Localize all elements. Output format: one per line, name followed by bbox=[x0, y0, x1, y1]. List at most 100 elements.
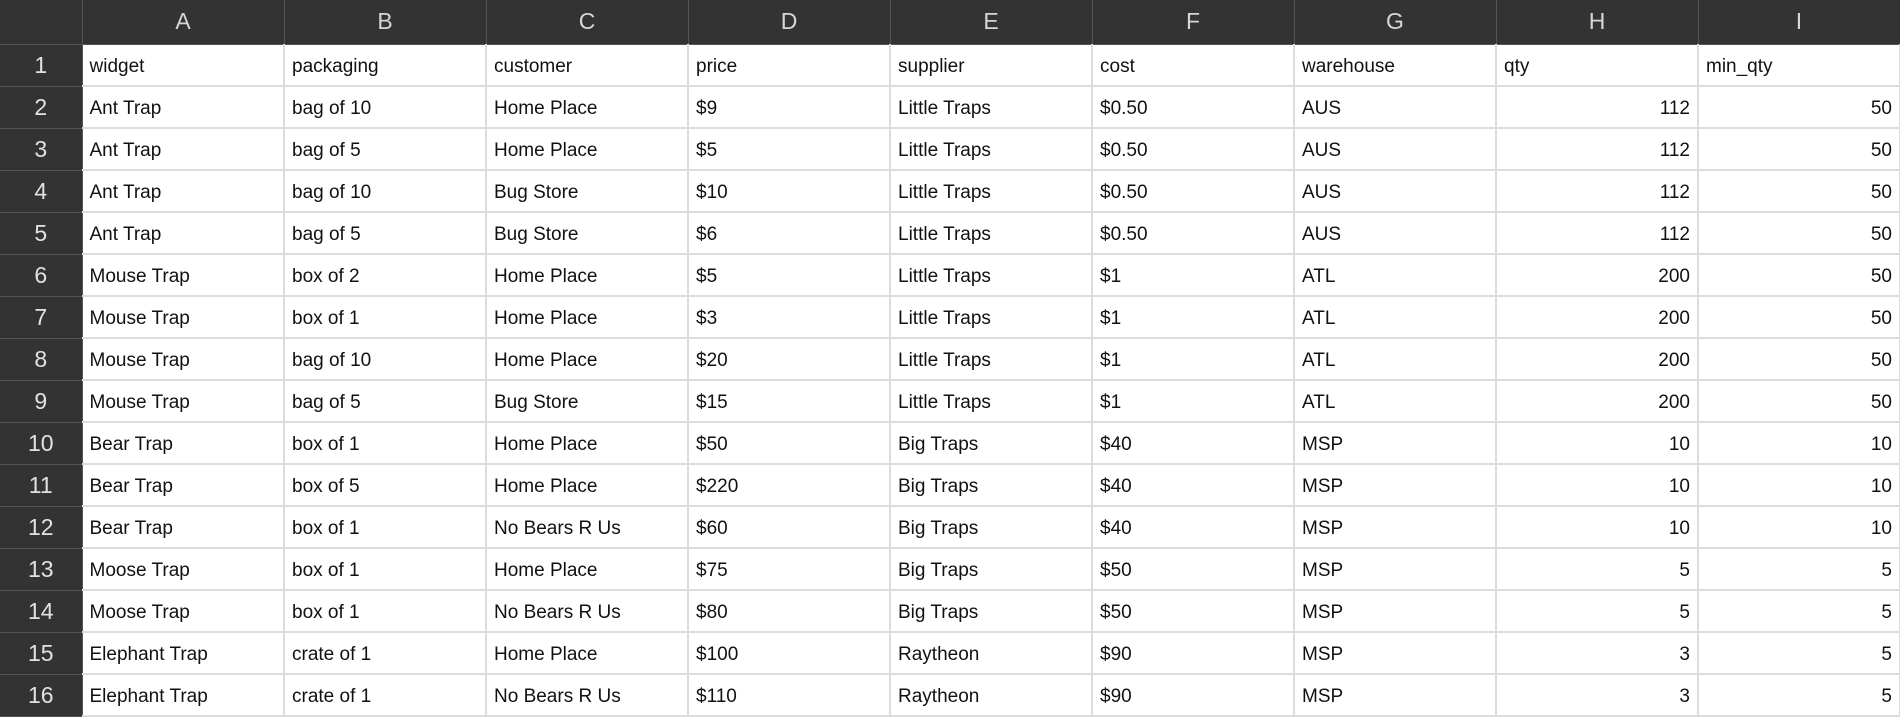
table-cell[interactable]: box of 1 bbox=[284, 548, 487, 591]
table-cell[interactable]: $1 bbox=[1092, 380, 1295, 423]
table-cell[interactable]: $50 bbox=[688, 422, 891, 465]
table-cell[interactable]: $5 bbox=[688, 128, 891, 171]
row-header[interactable]: 10 bbox=[0, 422, 83, 465]
table-cell[interactable]: $40 bbox=[1092, 464, 1295, 507]
row-header[interactable]: 11 bbox=[0, 464, 83, 507]
row-header[interactable]: 12 bbox=[0, 506, 83, 549]
table-cell[interactable]: Raytheon bbox=[890, 632, 1093, 675]
table-cell[interactable]: $0.50 bbox=[1092, 86, 1295, 129]
table-cell[interactable]: 112 bbox=[1496, 212, 1699, 255]
table-cell[interactable]: AUS bbox=[1294, 128, 1497, 171]
table-cell[interactable]: Home Place bbox=[486, 338, 689, 381]
table-cell[interactable]: bag of 5 bbox=[284, 212, 487, 255]
table-cell[interactable]: No Bears R Us bbox=[486, 590, 689, 633]
table-cell[interactable]: Home Place bbox=[486, 86, 689, 129]
table-cell[interactable]: $90 bbox=[1092, 632, 1295, 675]
select-all-corner[interactable] bbox=[0, 0, 83, 45]
table-cell[interactable]: Little Traps bbox=[890, 212, 1093, 255]
table-cell[interactable]: Little Traps bbox=[890, 296, 1093, 339]
table-cell[interactable]: MSP bbox=[1294, 506, 1497, 549]
row-header[interactable]: 6 bbox=[0, 254, 83, 297]
table-cell[interactable]: 200 bbox=[1496, 296, 1699, 339]
table-cell[interactable]: $80 bbox=[688, 590, 891, 633]
table-cell[interactable]: box of 1 bbox=[284, 422, 487, 465]
table-cell[interactable]: $90 bbox=[1092, 674, 1295, 717]
table-cell[interactable]: $0.50 bbox=[1092, 170, 1295, 213]
row-header[interactable]: 8 bbox=[0, 338, 83, 381]
table-cell[interactable]: 50 bbox=[1698, 212, 1900, 255]
table-cell[interactable]: Home Place bbox=[486, 464, 689, 507]
column-header[interactable]: H bbox=[1496, 0, 1699, 45]
table-cell[interactable]: $9 bbox=[688, 86, 891, 129]
row-header[interactable]: 9 bbox=[0, 380, 83, 423]
column-header[interactable]: C bbox=[486, 0, 689, 45]
table-cell[interactable]: $1 bbox=[1092, 338, 1295, 381]
header-cell[interactable]: price bbox=[688, 44, 891, 87]
table-cell[interactable]: Mouse Trap bbox=[82, 338, 285, 381]
table-cell[interactable]: Home Place bbox=[486, 422, 689, 465]
table-cell[interactable]: 5 bbox=[1698, 548, 1900, 591]
table-cell[interactable]: Home Place bbox=[486, 128, 689, 171]
table-cell[interactable]: $220 bbox=[688, 464, 891, 507]
header-cell[interactable]: widget bbox=[82, 44, 285, 87]
table-cell[interactable]: Home Place bbox=[486, 548, 689, 591]
table-cell[interactable]: 50 bbox=[1698, 170, 1900, 213]
header-cell[interactable]: qty bbox=[1496, 44, 1699, 87]
header-cell[interactable]: customer bbox=[486, 44, 689, 87]
table-cell[interactable]: AUS bbox=[1294, 170, 1497, 213]
table-cell[interactable]: ATL bbox=[1294, 254, 1497, 297]
table-cell[interactable]: ATL bbox=[1294, 338, 1497, 381]
table-cell[interactable]: MSP bbox=[1294, 590, 1497, 633]
table-cell[interactable]: Mouse Trap bbox=[82, 254, 285, 297]
table-cell[interactable]: $40 bbox=[1092, 422, 1295, 465]
table-cell[interactable]: $3 bbox=[688, 296, 891, 339]
table-cell[interactable]: ATL bbox=[1294, 296, 1497, 339]
table-cell[interactable]: Moose Trap bbox=[82, 548, 285, 591]
table-cell[interactable]: 10 bbox=[1698, 422, 1900, 465]
table-cell[interactable]: Ant Trap bbox=[82, 128, 285, 171]
table-cell[interactable]: 50 bbox=[1698, 296, 1900, 339]
table-cell[interactable]: 5 bbox=[1496, 590, 1699, 633]
table-cell[interactable]: 112 bbox=[1496, 128, 1699, 171]
header-cell[interactable]: packaging bbox=[284, 44, 487, 87]
column-header[interactable]: A bbox=[82, 0, 285, 45]
table-cell[interactable]: 10 bbox=[1698, 464, 1900, 507]
table-cell[interactable]: Home Place bbox=[486, 632, 689, 675]
table-cell[interactable]: Bear Trap bbox=[82, 422, 285, 465]
table-cell[interactable]: $1 bbox=[1092, 254, 1295, 297]
column-header[interactable]: G bbox=[1294, 0, 1497, 45]
table-cell[interactable]: MSP bbox=[1294, 548, 1497, 591]
table-cell[interactable]: Ant Trap bbox=[82, 212, 285, 255]
table-cell[interactable]: bag of 10 bbox=[284, 338, 487, 381]
row-header[interactable]: 2 bbox=[0, 86, 83, 129]
table-cell[interactable]: MSP bbox=[1294, 674, 1497, 717]
table-cell[interactable]: Little Traps bbox=[890, 338, 1093, 381]
table-cell[interactable]: $75 bbox=[688, 548, 891, 591]
table-cell[interactable]: bag of 5 bbox=[284, 128, 487, 171]
table-cell[interactable]: Bug Store bbox=[486, 212, 689, 255]
table-cell[interactable]: Ant Trap bbox=[82, 170, 285, 213]
table-cell[interactable]: $0.50 bbox=[1092, 212, 1295, 255]
table-cell[interactable]: Ant Trap bbox=[82, 86, 285, 129]
table-cell[interactable]: Home Place bbox=[486, 296, 689, 339]
table-cell[interactable]: MSP bbox=[1294, 422, 1497, 465]
table-cell[interactable]: $0.50 bbox=[1092, 128, 1295, 171]
table-cell[interactable]: 3 bbox=[1496, 632, 1699, 675]
table-cell[interactable]: 50 bbox=[1698, 380, 1900, 423]
table-cell[interactable]: $40 bbox=[1092, 506, 1295, 549]
table-cell[interactable]: Big Traps bbox=[890, 506, 1093, 549]
row-header[interactable]: 13 bbox=[0, 548, 83, 591]
table-cell[interactable]: Raytheon bbox=[890, 674, 1093, 717]
table-cell[interactable]: 10 bbox=[1698, 506, 1900, 549]
table-cell[interactable]: 10 bbox=[1496, 422, 1699, 465]
table-cell[interactable]: crate of 1 bbox=[284, 674, 487, 717]
table-cell[interactable]: box of 5 bbox=[284, 464, 487, 507]
table-cell[interactable]: Big Traps bbox=[890, 548, 1093, 591]
table-cell[interactable]: 10 bbox=[1496, 506, 1699, 549]
table-cell[interactable]: Mouse Trap bbox=[82, 380, 285, 423]
table-cell[interactable]: Big Traps bbox=[890, 590, 1093, 633]
row-header[interactable]: 7 bbox=[0, 296, 83, 339]
table-cell[interactable]: $1 bbox=[1092, 296, 1295, 339]
table-cell[interactable]: MSP bbox=[1294, 632, 1497, 675]
table-cell[interactable]: box of 1 bbox=[284, 296, 487, 339]
